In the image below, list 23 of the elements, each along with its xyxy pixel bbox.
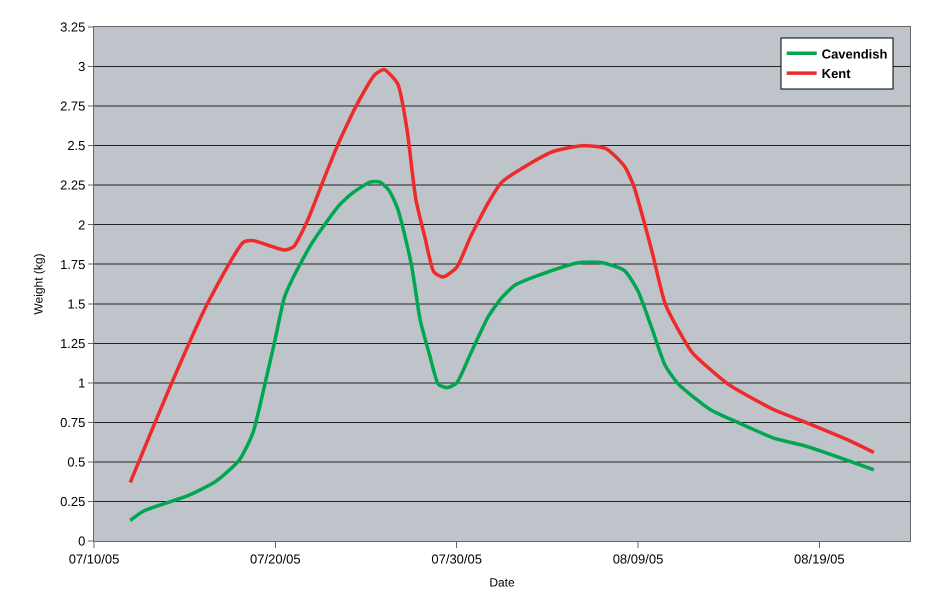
y-tick-label: 1.75	[60, 256, 86, 272]
y-tick-label: 0.5	[67, 454, 86, 470]
y-tick-label: 0.75	[60, 414, 86, 430]
x-tick-label: 07/10/05	[68, 552, 120, 567]
y-tick-label: 2.5	[67, 138, 86, 154]
x-tick-label: 08/09/05	[612, 552, 664, 567]
x-tick-label: 07/30/05	[431, 552, 482, 567]
legend-label: Kent	[822, 66, 852, 82]
y-axis-title: Weight (kg)	[31, 253, 46, 315]
y-tick-label: 2.75	[60, 98, 86, 114]
y-tick-label: 2	[78, 217, 86, 232]
y-tick-label: 2.25	[60, 178, 86, 193]
y-tick-label: 3.25	[60, 20, 86, 35]
x-tick-label: 08/19/05	[794, 552, 845, 567]
y-tick-label: 3	[78, 59, 86, 74]
y-tick-label: 1.25	[60, 336, 86, 351]
x-tick-label: 07/20/05	[250, 552, 301, 567]
y-tick-label: 1.5	[67, 296, 86, 312]
legend-label: Cavendish	[822, 46, 888, 62]
y-tick-label: 1	[78, 375, 86, 390]
x-axis-title: Date	[489, 576, 515, 590]
y-tick-label: 0	[78, 534, 86, 549]
y-tick-label: 0.25	[60, 494, 86, 510]
